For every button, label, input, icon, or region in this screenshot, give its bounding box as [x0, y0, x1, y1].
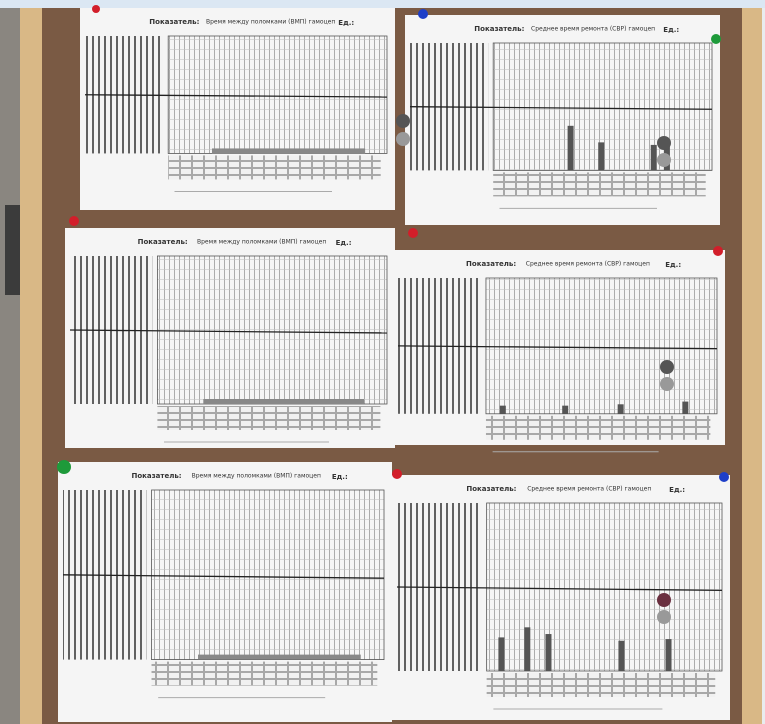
target-line	[84, 94, 388, 98]
grid-zone	[156, 255, 388, 405]
unit-label: Ед.:	[663, 26, 679, 34]
pin	[57, 460, 71, 474]
low-smudge	[203, 399, 365, 404]
magnet	[657, 610, 671, 624]
magnets	[396, 114, 674, 624]
pin	[392, 469, 402, 479]
chart-sheet: Показатель: Время между поломками (ВМП) г…	[65, 228, 395, 448]
bar-smudge	[567, 125, 574, 171]
grid-zone	[151, 489, 385, 661]
unit-label: Ед.:	[332, 473, 348, 481]
bar-smudge	[682, 401, 689, 414]
unit-label: Ед.:	[669, 486, 685, 494]
unit-label: Ед.:	[336, 239, 352, 247]
magnet	[660, 377, 674, 391]
sheet-title: Время между поломками (ВМП) гамоцеп	[192, 473, 321, 480]
magnet	[396, 132, 410, 146]
grid-zone	[167, 35, 388, 154]
unit-label: Ед.:	[338, 19, 354, 27]
unit-label: Ед.:	[665, 261, 681, 269]
indicator-label: Показатель:	[149, 18, 199, 26]
low-smudge	[198, 654, 361, 660]
bar-smudge	[524, 627, 531, 671]
target-line	[409, 106, 713, 110]
pin	[408, 228, 418, 238]
low-smudge	[211, 148, 366, 154]
magnet	[657, 136, 671, 150]
chart-sheet: Показатель: Среднее время ремонта (СВР) г…	[393, 250, 725, 453]
data-table	[168, 155, 381, 180]
target-line	[397, 345, 718, 350]
indicator-label: Показатель:	[466, 485, 516, 493]
bar-smudge	[545, 634, 552, 671]
chart-sheet: Показатель: Время между поломками (ВМП) г…	[80, 8, 395, 210]
indicator-label: Показатель:	[131, 472, 181, 480]
sheet-title: Среднее время ремонта (СВР) гамоцеп	[526, 261, 650, 268]
magnet	[396, 114, 410, 128]
data-table	[157, 406, 381, 430]
data-table	[486, 673, 716, 697]
chart-sheet: Показатель: Среднее время ремонта (СВР) г…	[405, 15, 720, 225]
bar-smudge	[562, 405, 569, 414]
target-line	[396, 586, 723, 592]
pin	[418, 9, 428, 19]
data-table	[151, 661, 378, 686]
magnet	[657, 593, 671, 607]
papers: Показатель: Время между поломками (ВМП) г…	[58, 8, 730, 722]
side-object	[5, 205, 23, 295]
pin	[719, 472, 729, 482]
sheet-title: Среднее время ремонта (СВР) гамоцеп	[531, 26, 655, 33]
bar-smudge	[617, 404, 624, 414]
top-strip	[0, 0, 765, 8]
indicator-label: Показатель:	[466, 260, 516, 268]
data-table	[485, 415, 711, 440]
grid-zone	[485, 277, 718, 415]
chart-sheet: Показатель: Время между поломками (ВМП) г…	[58, 462, 392, 722]
target-line	[62, 574, 385, 579]
pins	[57, 5, 729, 482]
indicator-label: Показатель:	[138, 238, 188, 246]
sheet-title: Среднее время ремонта (СВР) гамоцеп	[527, 486, 651, 493]
grid-zone	[486, 502, 723, 672]
bar-smudge	[499, 405, 506, 414]
pin	[713, 246, 723, 256]
sheet-title: Время между поломками (ВМП) гамоцеп	[197, 239, 326, 246]
pin	[69, 216, 79, 226]
bar-smudge	[598, 142, 605, 171]
data-table	[493, 172, 706, 197]
indicator-label: Показатель:	[474, 25, 524, 33]
bar-smudge	[650, 144, 657, 171]
bar-smudge	[498, 637, 505, 671]
pin	[711, 34, 721, 44]
chart-sheet: Показатель: Среднее время ремонта (СВР) г…	[392, 475, 730, 720]
bar-smudge	[618, 640, 625, 671]
bar-smudge	[665, 639, 672, 671]
magnet	[657, 153, 671, 167]
target-line	[69, 329, 388, 334]
pin	[92, 5, 100, 13]
magnet	[660, 360, 674, 374]
sheet-title: Время между поломками (ВМП) гамоцеп	[206, 19, 335, 26]
